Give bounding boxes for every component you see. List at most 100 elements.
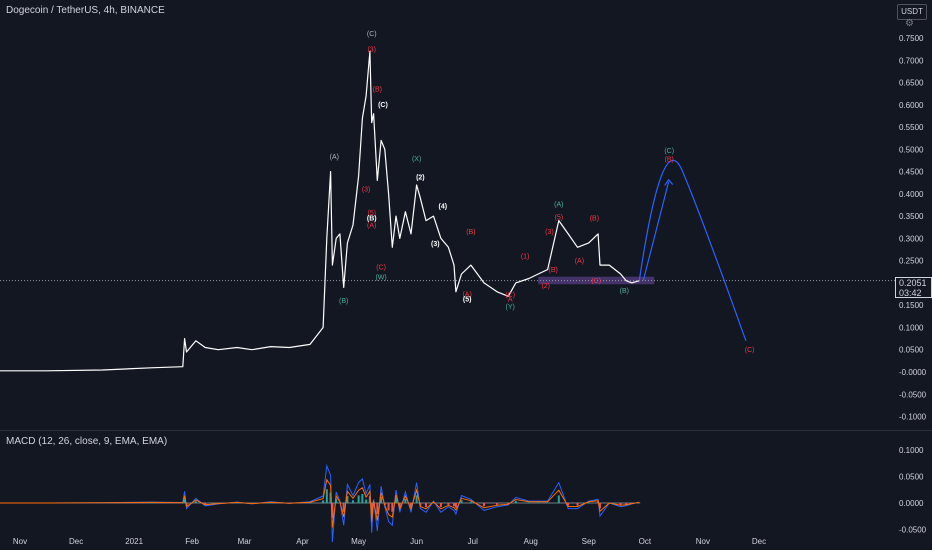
macd-histogram-bar [370,503,373,515]
x-tick-label: Mar [238,537,252,546]
macd-histogram-bar [598,503,601,509]
wave-label: (B) [549,267,558,274]
macd-histogram-bar [567,503,570,506]
macd-histogram-bar [398,503,401,507]
wave-label: (C) [367,31,377,38]
wave-label: (Y) [506,304,515,311]
y-tick-label: 0.1000 [899,323,924,332]
macd-histogram-bar [625,503,628,505]
y-tick-label: 0.3500 [899,212,924,221]
y-tick-label: 0.6000 [899,101,924,110]
macd-histogram-bar [587,502,590,504]
signal-line [0,478,640,528]
x-tick-label: Nov [13,537,27,546]
wave-label: (C) [591,278,601,285]
wave-label: (A) [367,222,376,229]
macd-histogram-bar [149,502,152,504]
support-zone [538,276,655,285]
wave-label: (C) [378,102,388,109]
wave-label: (B) [665,156,674,163]
x-tick-label: Feb [185,537,199,546]
x-tick-label: Dec [69,537,83,546]
x-tick-label: Jul [468,537,478,546]
macd-histogram-bar [380,496,383,504]
x-tick-label: Dec [752,537,766,546]
wave-label: (B) [590,216,599,223]
wave-label: (A) [330,154,339,161]
wave-label: (3) [367,46,376,53]
macd-histogram-bar [638,502,641,504]
projection-curve [638,159,747,342]
macd-histogram-bar [496,503,499,505]
macd-histogram-bar [308,502,311,504]
macd-histogram-bar [453,503,456,507]
x-tick-label: Apr [296,537,309,546]
wave-label: (A) [575,258,584,265]
wave-label: (B) [339,298,348,305]
y-tick-label: 0.2500 [899,257,924,266]
macd-histogram-bar [325,489,328,504]
wave-label: (2) [416,175,425,182]
x-tick-label: 2021 [125,537,143,546]
wave-label: (5) [555,214,564,221]
macd-histogram-bar [557,495,560,504]
macd-y-tick-label: 0.1000 [899,446,924,455]
macd-histogram-bar [342,503,345,512]
y-tick-label: 0.7000 [899,56,924,65]
wave-label: (B) [373,86,382,93]
macd-histogram-bar [352,500,355,504]
macd-histogram-bar [395,498,398,504]
y-tick-label: 0.4500 [899,168,924,177]
macd-histogram-bar [368,496,371,504]
macd-histogram-bar [183,498,186,504]
macd-histogram-bar [424,503,427,507]
macd-histogram-bar [194,501,197,504]
macd-histogram-bar [365,499,368,504]
wave-label: (3) [545,229,554,236]
last-price-tag: 0.2051 03:42 [895,277,932,298]
y-tick-label: 0.0500 [899,346,924,355]
y-tick-label: -0.0000 [899,368,927,377]
macd-histogram-bar [335,498,338,504]
macd-histogram-bar [460,500,463,504]
macd-y-tick-label: 0.0000 [899,499,924,508]
wave-label: (4) [439,204,448,211]
y-tick-label: 0.7500 [899,34,924,43]
wave-label: (3) [431,241,440,248]
gear-icon[interactable]: ⚙ [905,18,914,29]
wave-label: A [508,297,513,304]
macd-histogram-bar [376,503,379,514]
projection-arrow-line [642,181,670,281]
macd-histogram-bar [322,500,325,504]
wave-label: (5) [463,297,472,304]
wave-label: (2) [541,283,550,290]
x-tick-label: Oct [639,537,652,546]
wave-label: (C) [505,292,515,299]
currency-unit[interactable]: USDT [897,4,927,20]
macd-histogram-bar [507,503,510,505]
macd-histogram-bar [329,492,332,504]
pane-divider[interactable] [0,430,932,431]
macd-histogram-bar [404,498,407,504]
macd-histogram-bar [527,502,530,504]
wave-label: (W) [375,274,386,281]
macd-histogram-bar [357,495,360,504]
projection-arrow-head [664,179,674,186]
y-tick-label: -0.1000 [899,413,927,422]
macd-title: MACD (12, 26, close, 9, EMA, EMA) [6,436,168,447]
y-tick-label: 0.6500 [899,79,924,88]
macd-histogram-bar [482,503,485,507]
macd-histogram-bar [361,494,364,504]
wave-label: (B) [620,288,629,295]
y-tick-label: 0.1500 [899,301,924,310]
wave-label: (5) [367,210,376,217]
macd-histogram-bar [546,502,549,504]
wave-label: (1) [521,253,530,260]
wave-label: (B) [367,216,377,223]
macd-histogram-bar [415,495,418,504]
x-tick-label: Nov [696,537,710,546]
macd-histogram-bar [619,503,622,505]
macd-histogram-bar [537,502,540,504]
macd-histogram-bar [204,503,207,505]
